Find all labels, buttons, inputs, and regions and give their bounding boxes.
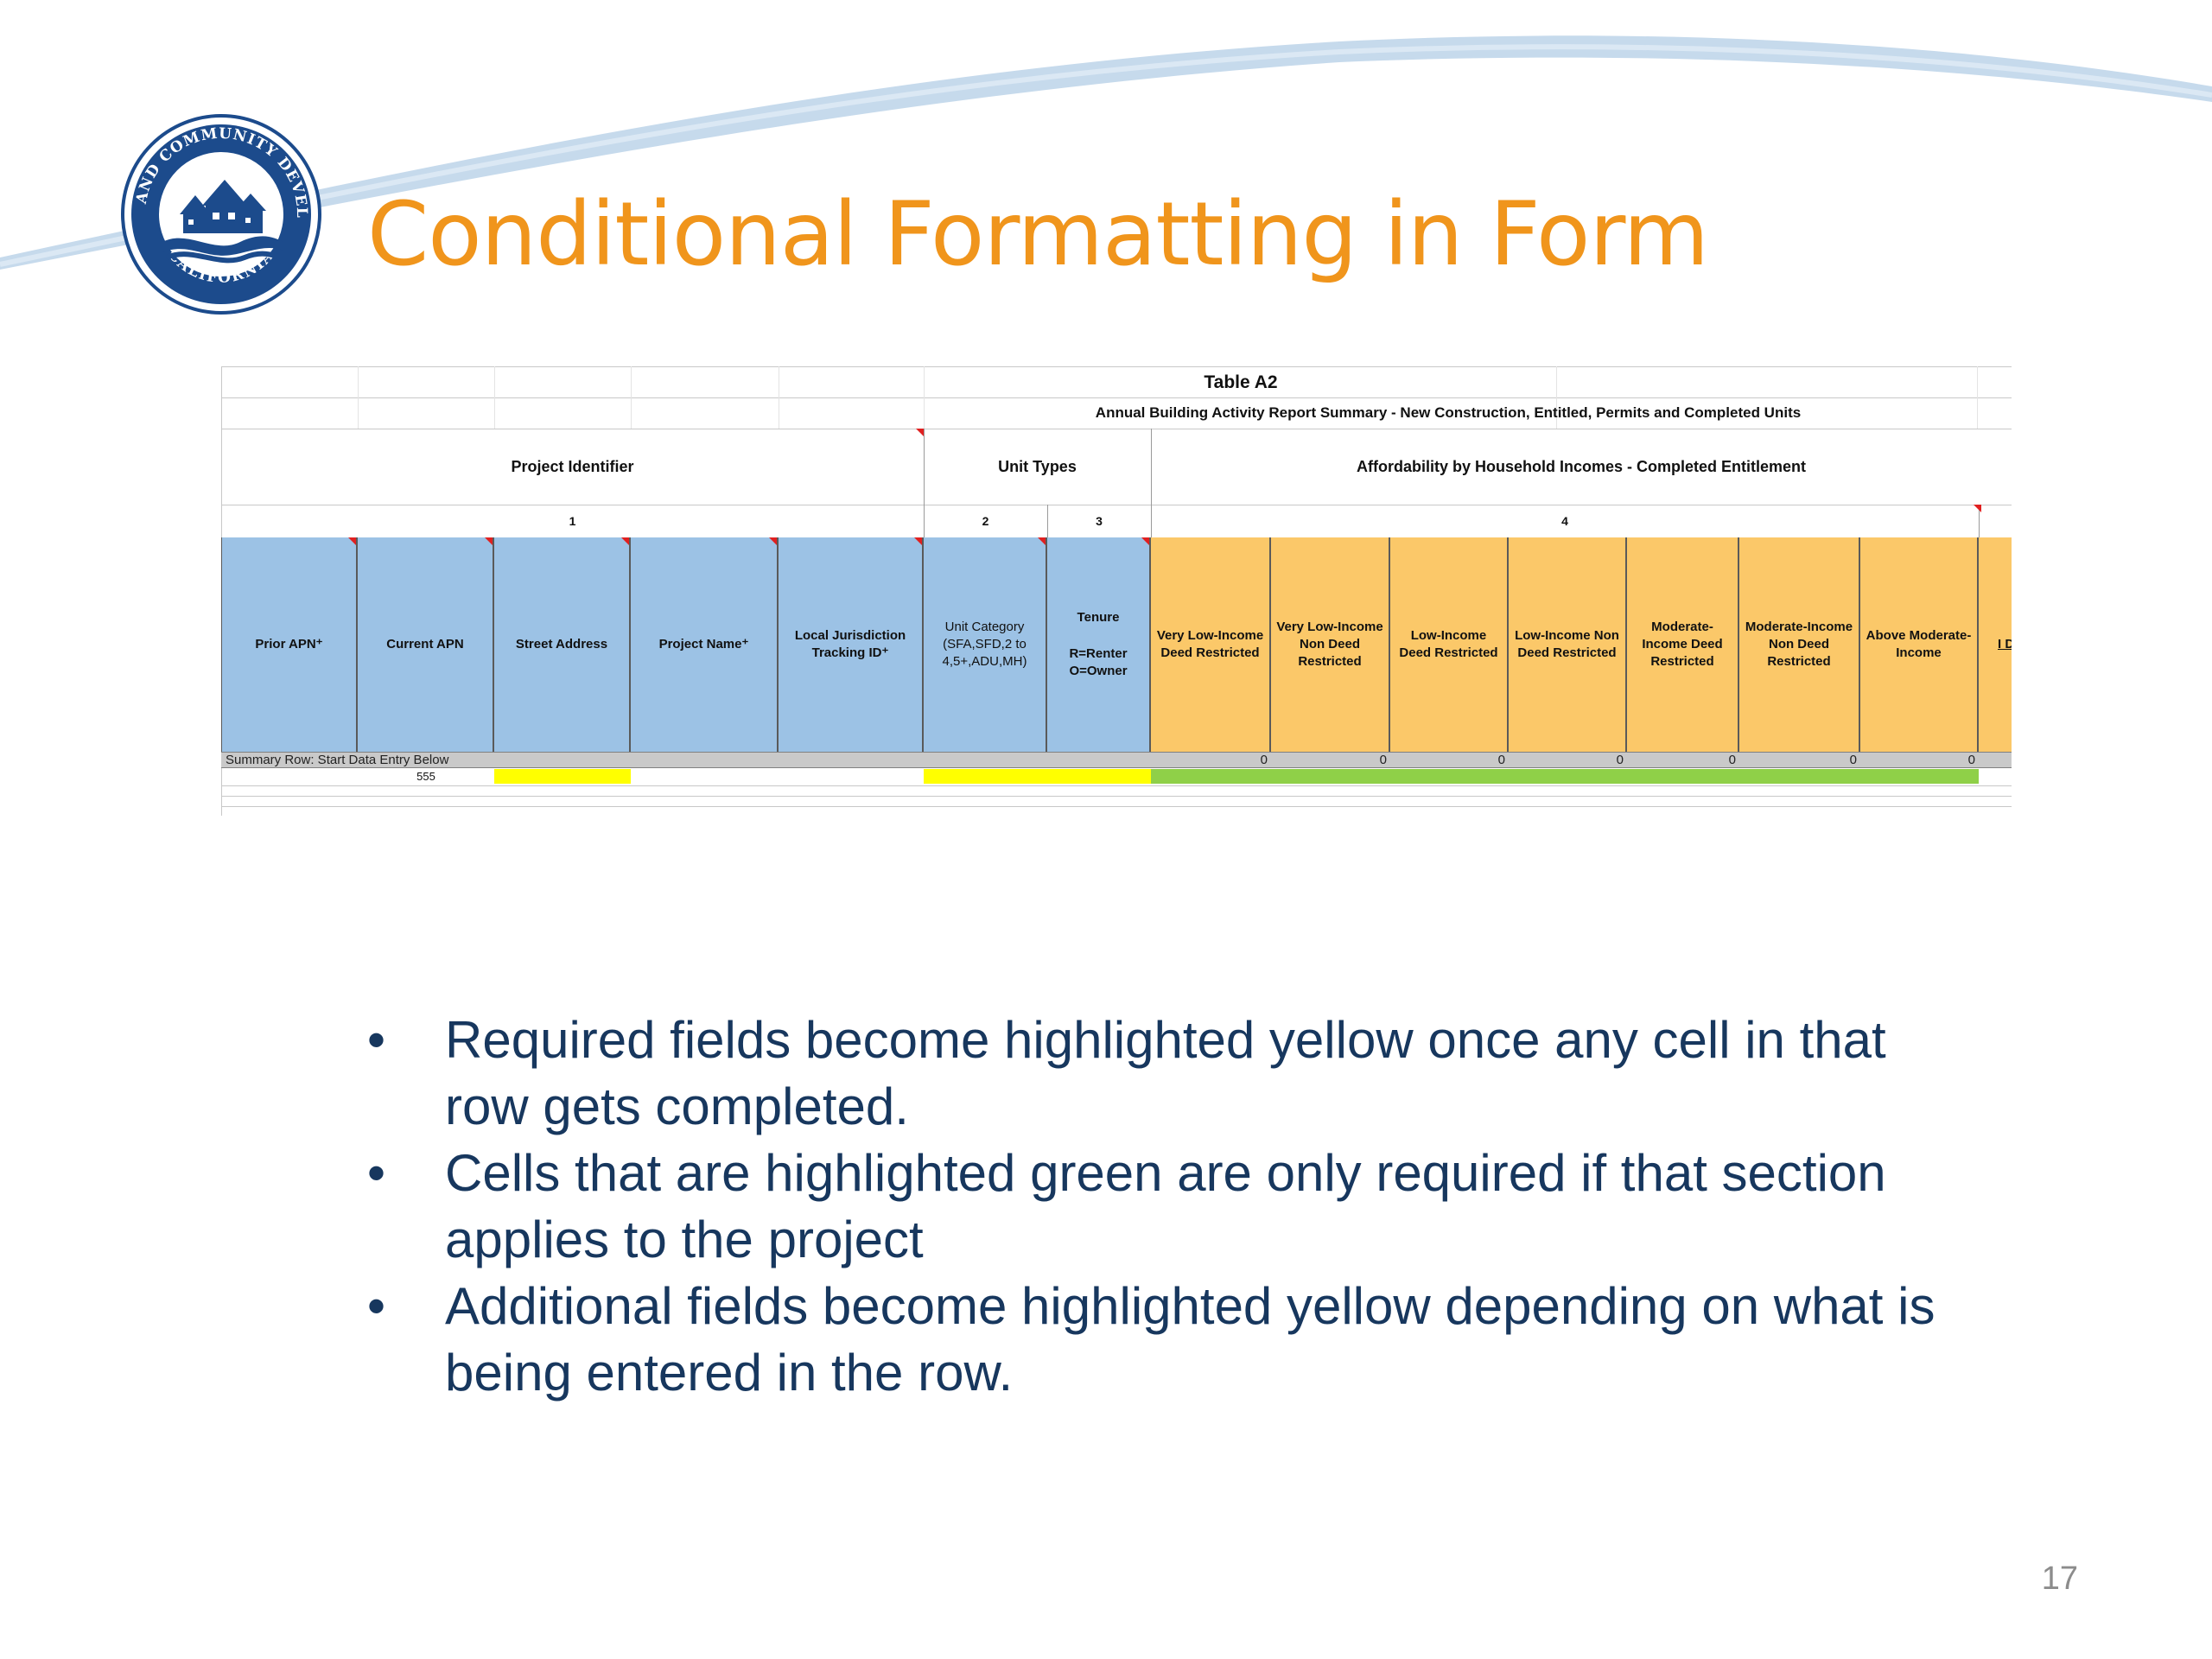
col-very-low-non-deed: Very Low-Income Non Deed Restricted [1271,537,1390,752]
col-current-apn: Current APN [358,537,494,752]
bullet-list: • Required fields become highlighted yell… [367,1007,1940,1406]
bullet-item: • Cells that are highlighted green are on… [367,1140,1940,1273]
group-number: 3 [1096,514,1103,528]
col-street-address: Street Address [494,537,631,752]
summary-value: 0 [1379,753,1387,767]
summary-value: 0 [1616,753,1624,767]
col-local-jurisdiction-tracking-id: Local Jurisdiction Tracking ID⁺ [779,537,924,752]
summary-value: 0 [1497,753,1505,767]
bullet-dot: • [367,1144,386,1202]
page-number: 17 [2041,1560,2078,1597]
group-unit-types: Unit Types [998,457,1077,475]
col-prior-apn: Prior APN⁺ [221,537,358,752]
col-low-deed: Low-Income Deed Restricted [1390,537,1509,752]
required-cell-highlight [924,769,1151,784]
summary-value: 0 [1260,753,1268,767]
bullet-dot: • [367,1011,386,1069]
required-cell-highlight [494,769,631,784]
col-moderate-deed: Moderate-Income Deed Restricted [1627,537,1739,752]
header-swoosh [0,35,2212,270]
col-partial: I D [1979,537,2012,752]
bullet-item: • Required fields become highlighted yell… [367,1007,1940,1140]
col-low-non-deed: Low-Income Non Deed Restricted [1509,537,1627,752]
conditional-cell-highlight [1151,769,1979,784]
col-project-name: Project Name⁺ [631,537,779,752]
summary-row [221,752,2012,768]
table-subtitle: Annual Building Activity Report Summary … [1095,404,1802,421]
group-number: 1 [569,514,576,528]
bullet-item: • Additional fields become highlighted ye… [367,1273,1940,1406]
group-project-identifier: Project Identifier [511,457,634,475]
col-above-moderate: Above Moderate-Income [1860,537,1979,752]
group-number: 2 [982,514,989,528]
slide-title: Conditional Formatting in Form [367,183,1709,286]
col-unit-category: Unit Category (SFA,SFD,2 to 4,5+,ADU,MH) [924,537,1047,752]
summary-row-label: Summary Row: Start Data Entry Below [226,753,449,767]
summary-value: 0 [1849,753,1857,767]
col-moderate-non-deed: Moderate-Income Non Deed Restricted [1739,537,1860,752]
bullet-dot: • [367,1277,386,1335]
entry-cell-current-apn: 555 [416,770,435,783]
hcd-logo: HOUSING AND COMMUNITY DEVELOPMENT CALIFO… [119,112,321,315]
spreadsheet-table-a2: Table A2 Annual Building Activity Report… [221,366,2012,816]
table-title: Table A2 [1204,372,1278,392]
col-tenure: Tenure R=Renter O=Owner [1047,537,1151,752]
summary-value: 0 [1728,753,1736,767]
group-affordability: Affordability by Household Incomes - Com… [1356,457,1807,475]
col-very-low-deed: Very Low-Income Deed Restricted [1151,537,1271,752]
summary-value: 0 [1967,753,1975,767]
group-number: 4 [1561,514,1568,528]
houses-icon [180,180,266,233]
